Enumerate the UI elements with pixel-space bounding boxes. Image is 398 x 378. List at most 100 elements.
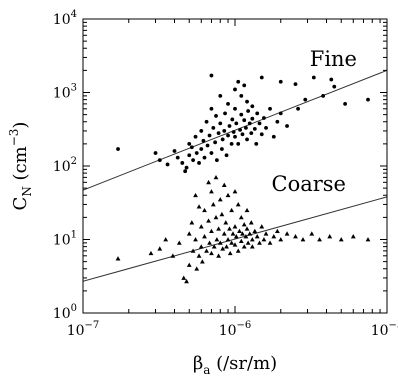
fine-point bbox=[252, 126, 257, 131]
fine-point bbox=[259, 132, 264, 137]
fine-point bbox=[189, 145, 194, 150]
fine-point bbox=[321, 93, 326, 98]
fine-point bbox=[187, 153, 192, 158]
fine-point bbox=[278, 79, 283, 84]
coarse-point bbox=[204, 248, 209, 253]
coarse-point bbox=[232, 189, 238, 194]
coarse-point bbox=[209, 228, 214, 234]
fine-fit-line bbox=[83, 69, 387, 191]
fine-point bbox=[233, 134, 237, 139]
fine-point bbox=[191, 158, 195, 163]
fine-point bbox=[199, 129, 204, 133]
coarse-point bbox=[293, 234, 298, 239]
fine-point bbox=[211, 125, 216, 130]
coarse-point bbox=[249, 237, 255, 242]
coarse-point bbox=[232, 242, 238, 247]
coarse-point bbox=[284, 231, 290, 236]
fine-point bbox=[239, 112, 244, 117]
fine-point bbox=[153, 151, 158, 155]
coarse-point bbox=[193, 192, 198, 198]
coarse-point bbox=[163, 237, 169, 242]
coarse-point bbox=[198, 224, 204, 229]
coarse-point bbox=[248, 220, 254, 225]
coarse-point bbox=[233, 234, 239, 239]
coarse-point bbox=[244, 226, 250, 231]
fine-point bbox=[233, 87, 237, 92]
fine-point bbox=[242, 83, 247, 88]
coarse-point bbox=[247, 231, 253, 236]
fine-point bbox=[209, 106, 214, 111]
coarse-point bbox=[252, 228, 258, 234]
fine-point bbox=[222, 129, 227, 133]
fine-point bbox=[255, 111, 260, 116]
coarse-point bbox=[190, 248, 196, 253]
x-tick-label: 10−6 bbox=[219, 320, 252, 339]
coarse-point bbox=[206, 179, 211, 185]
fine-point bbox=[116, 147, 120, 151]
fine-point bbox=[172, 149, 177, 153]
fine-point bbox=[254, 141, 259, 146]
fine-point bbox=[184, 165, 189, 170]
fine-point bbox=[226, 133, 230, 138]
coarse-point bbox=[221, 231, 227, 236]
coarse-point bbox=[237, 228, 242, 234]
coarse-point bbox=[243, 234, 249, 239]
coarse-point bbox=[209, 189, 214, 194]
fine-point bbox=[271, 134, 276, 139]
coarse-point bbox=[216, 226, 221, 231]
coarse-point bbox=[189, 220, 195, 225]
x-tick-label: 10−7 bbox=[67, 320, 100, 339]
x-axis-title: βa (/sr/m) bbox=[193, 353, 277, 377]
fine-point bbox=[223, 111, 227, 116]
coarse-point bbox=[274, 228, 280, 234]
fine-point bbox=[229, 141, 234, 146]
fine-point bbox=[231, 130, 236, 134]
coarse-point bbox=[217, 240, 223, 245]
coarse-point bbox=[259, 224, 265, 229]
fine-point bbox=[239, 93, 244, 98]
axes bbox=[82, 18, 388, 314]
coarse-point bbox=[278, 237, 284, 242]
coarse-point bbox=[176, 240, 182, 245]
coarse-point bbox=[199, 259, 205, 264]
fine-point bbox=[216, 131, 221, 136]
fine-point bbox=[213, 140, 218, 145]
fine-point bbox=[236, 79, 241, 84]
y-tick-label: 101 bbox=[53, 230, 77, 249]
coarse-point bbox=[186, 262, 192, 267]
coarse-point bbox=[338, 237, 344, 242]
fine-point bbox=[218, 121, 223, 126]
y-tick-label: 102 bbox=[53, 156, 77, 175]
fine-point bbox=[244, 125, 248, 130]
fine-point bbox=[240, 132, 245, 137]
coarse-point bbox=[267, 240, 273, 245]
fine-point bbox=[278, 111, 283, 116]
coarse-point bbox=[209, 250, 214, 256]
coarse-point bbox=[207, 240, 212, 245]
coarse-point bbox=[115, 256, 121, 261]
fine-point bbox=[250, 116, 255, 121]
coarse-point bbox=[202, 234, 207, 239]
fine-point bbox=[245, 99, 249, 104]
coarse-fit-line bbox=[83, 196, 387, 282]
fine-point bbox=[194, 151, 199, 155]
fine-point bbox=[180, 161, 185, 165]
fine-point bbox=[238, 127, 242, 132]
coarse-point bbox=[220, 246, 226, 251]
coarse-point bbox=[148, 250, 154, 256]
coarse-point bbox=[238, 214, 244, 220]
x-tick-label: 10−5 bbox=[371, 320, 398, 339]
coarse-point bbox=[261, 237, 267, 242]
fine-point bbox=[224, 153, 229, 158]
fine-point bbox=[250, 104, 255, 109]
y-tick-label: 103 bbox=[53, 83, 77, 102]
coarse-point bbox=[157, 246, 163, 251]
fine-point bbox=[246, 109, 251, 113]
fine-point bbox=[242, 118, 247, 123]
coarse-point bbox=[206, 218, 211, 223]
coarse-point bbox=[235, 202, 241, 207]
fine-point bbox=[197, 161, 201, 165]
coarse-point bbox=[210, 202, 216, 207]
fine-point bbox=[233, 106, 237, 111]
